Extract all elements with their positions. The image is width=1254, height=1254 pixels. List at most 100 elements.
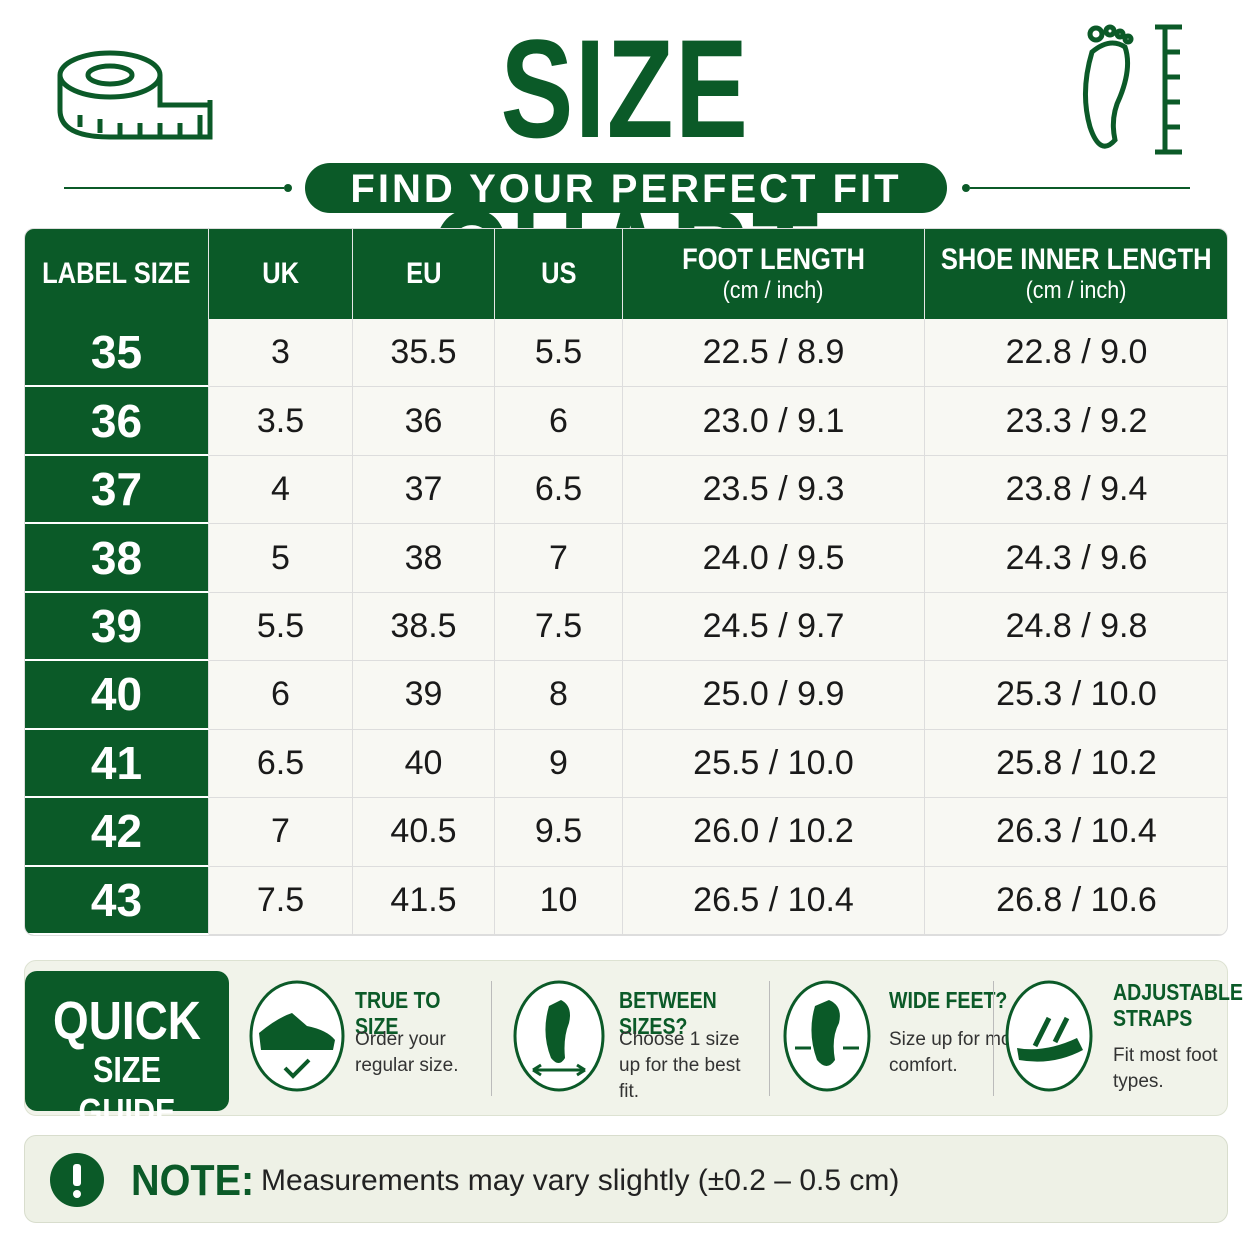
tip-title: ADJUSTABLE STRAPS (1113, 979, 1243, 1031)
row-label: 38 (25, 524, 209, 593)
subtitle-rules (64, 184, 1190, 192)
cell: 9 (495, 729, 623, 799)
tip-icon (783, 980, 871, 1092)
row-label: 37 (25, 455, 209, 525)
row-label: 40 (25, 661, 209, 730)
cell: 7.5 (495, 592, 623, 662)
column-header: UK (209, 229, 353, 319)
note-label: NOTE: (131, 1156, 255, 1205)
cell: 40.5 (353, 798, 495, 867)
cell: 26.8 / 10.6 (925, 867, 1227, 935)
column-label: FOOT LENGTH (682, 243, 865, 276)
cell: 22.5 / 8.9 (623, 319, 925, 388)
cell: 5 (209, 524, 353, 593)
cell: 25.0 / 9.9 (623, 661, 925, 730)
column-unit: (cm / inch) (723, 277, 824, 304)
cell: 23.8 / 9.4 (925, 456, 1227, 525)
cell: 24.3 / 9.6 (925, 524, 1227, 593)
tip-title: TRUE TO SIZE (355, 987, 441, 1039)
cell: 23.3 / 9.2 (925, 387, 1227, 456)
cell: 26.0 / 10.2 (623, 798, 925, 867)
cell: 9.5 (495, 798, 623, 867)
tip: ADJUSTABLE STRAPS Fit most foot types. (1005, 973, 1243, 1103)
note-text: Measurements may vary slightly (±0.2 – 0… (261, 1164, 900, 1197)
cell: 7 (209, 798, 353, 867)
cell: 6.5 (209, 729, 353, 799)
cell: 5.5 (495, 319, 623, 388)
subtitle: FIND YOUR PERFECT FIT (305, 163, 947, 213)
column-header: FOOT LENGTH (cm / inch) (623, 229, 925, 319)
row-label: 35 (25, 319, 209, 388)
tip-text: Fit most foot types. (1113, 1045, 1218, 1092)
cell: 6.5 (495, 455, 623, 525)
cell: 10 (495, 866, 623, 935)
guide-title: QUICK SIZE GUIDE (25, 971, 229, 1132)
cell: 25.8 / 10.2 (925, 730, 1227, 799)
row-label: 36 (25, 387, 209, 456)
column-label: EU (405, 257, 442, 290)
cell: 7 (495, 524, 623, 593)
cell: 41.5 (353, 866, 495, 935)
tip-icon (249, 980, 345, 1092)
tip-text: Order your regular size. (355, 1029, 459, 1076)
cell: 3.5 (209, 387, 353, 456)
tip-title: WIDE FEET? (889, 987, 1008, 1013)
cell: 25.3 / 10.0 (925, 661, 1227, 730)
cell: 23.0 / 9.1 (623, 387, 925, 456)
cell: 26.3 / 10.4 (925, 798, 1227, 867)
cell: 39 (353, 661, 495, 730)
guide-title-line: SIZE GUIDE (78, 1049, 176, 1132)
cell: 8 (495, 661, 623, 730)
tape-icon (57, 50, 213, 140)
separator (491, 981, 492, 1096)
cell: 24.0 / 9.5 (623, 524, 925, 593)
tip: BETWEEN SIZES? Choose 1 size up for the … (511, 973, 771, 1103)
cell: 40 (353, 729, 495, 799)
column-label: US (540, 257, 577, 290)
cell: 22.8 / 9.0 (925, 319, 1227, 388)
quick-guide: QUICK SIZE GUIDE TRUE TO SIZE Order your… (24, 960, 1243, 1132)
column-header: LABEL SIZE (25, 229, 209, 319)
tip-icon (1005, 980, 1093, 1092)
cell: 24.5 / 9.7 (623, 592, 925, 662)
cell: 36 (353, 387, 495, 456)
column-label: LABEL SIZE (42, 257, 191, 290)
cell: 5.5 (209, 592, 353, 662)
note: NOTE: Measurements may vary slightly (±0… (24, 1135, 1228, 1223)
cell: 37 (353, 455, 495, 525)
column-header: EU (353, 229, 495, 319)
column-header: US (495, 229, 623, 319)
separator (769, 981, 770, 1096)
column-header: SHOE INNER LENGTH (cm / inch) (925, 229, 1227, 319)
cell: 7.5 (209, 866, 353, 935)
tip-title: BETWEEN SIZES? (619, 987, 717, 1039)
cell: 4 (209, 455, 353, 525)
note-icon (50, 1153, 104, 1207)
row-label: 43 (25, 866, 209, 935)
tip-text: Choose 1 size up for the best fit. (619, 1029, 741, 1102)
guide-title-line: QUICK (53, 991, 201, 1051)
cell: 23.5 / 9.3 (623, 455, 925, 525)
cell: 6 (495, 387, 623, 456)
row-label: 39 (25, 592, 209, 662)
cell: 35.5 (353, 319, 495, 388)
cell: 26.5 / 10.4 (623, 866, 925, 935)
cell: 25.5 / 10.0 (623, 729, 925, 799)
tip: WIDE FEET? Size up for more comfort. (781, 973, 1028, 1103)
row-label: 41 (25, 729, 209, 799)
foot-ruler-icon (1082, 24, 1182, 155)
cell: 38.5 (353, 592, 495, 662)
size-table: LABEL SIZE UK EU US FOOT LENGTH (cm / inch) SH… (24, 228, 1228, 936)
cell: 3 (209, 319, 353, 388)
column-unit: (cm / inch) (1026, 277, 1127, 304)
column-label: SHOE INNER LENGTH (941, 243, 1212, 276)
tip: TRUE TO SIZE Order your regular size. (247, 973, 497, 1103)
cell: 6 (209, 661, 353, 730)
cell: 24.8 / 9.8 (925, 593, 1227, 662)
column-label: UK (262, 257, 299, 290)
tip-icon (513, 980, 605, 1092)
row-label: 42 (25, 798, 209, 867)
separator (993, 981, 994, 1096)
cell: 38 (353, 524, 495, 593)
